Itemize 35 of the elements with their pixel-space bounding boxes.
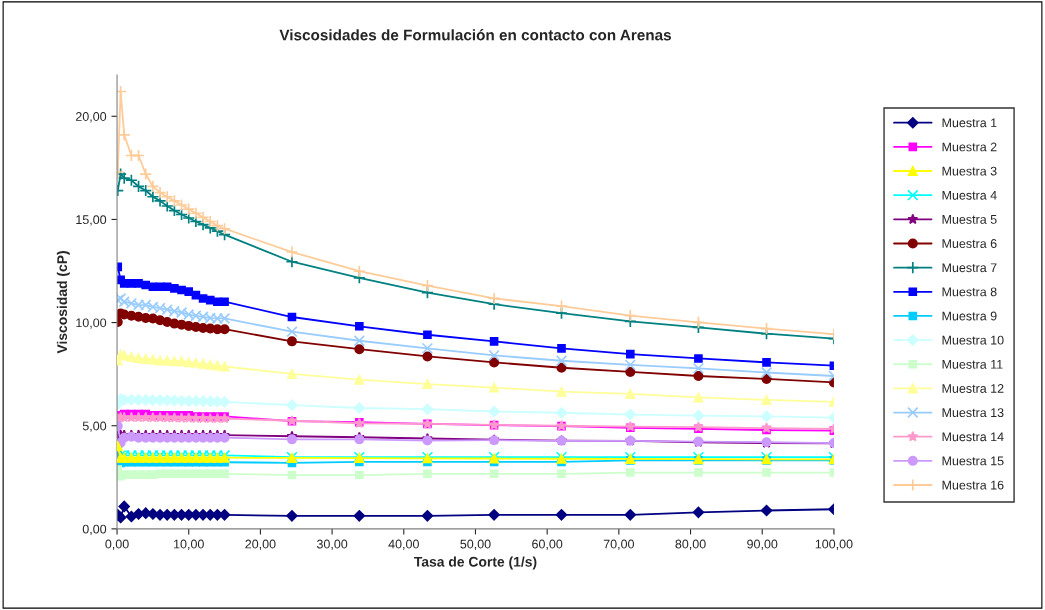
legend-label: Muestra 6	[942, 239, 997, 248]
x-tick-label: 90,00	[747, 539, 778, 550]
x-tick-label: 40,00	[388, 539, 419, 550]
legend-label: Muestra 2	[942, 142, 997, 152]
x-tick-label: 100,00	[815, 539, 853, 550]
x-tick-label: 10,00	[174, 539, 204, 550]
chart-title: Viscosidades de Formulación en contacto con Arenas	[279, 29, 671, 41]
x-tick-label: 20,00	[245, 539, 276, 550]
y-axis-title: Viscosidad (cP)	[56, 251, 70, 354]
legend-label: Muestra 9	[942, 311, 997, 321]
legend-label: Muestra 1	[942, 118, 997, 128]
y-tick-label: 15,00	[76, 215, 107, 226]
x-axis-title: Tasa de Corte (1/s)	[414, 556, 537, 570]
legend-label: Muestra 5	[942, 215, 997, 224]
legend-label: Muestra 13	[942, 408, 1004, 418]
legend-label: Muestra 15	[942, 456, 1004, 466]
x-tick-label: 60,00	[532, 539, 563, 550]
legend-label: Muestra 16	[942, 480, 1004, 490]
y-tick-label: 5,00	[82, 421, 107, 432]
y-tick-label: 0,00	[82, 524, 107, 535]
x-tick-label: 70,00	[603, 539, 634, 550]
x-tick-label: 80,00	[675, 539, 706, 550]
legend-label: Muestra 14	[942, 432, 1004, 442]
legend-label: Muestra 8	[942, 287, 997, 297]
legend-label: Muestra 4	[942, 190, 997, 200]
x-tick-label: 30,00	[316, 539, 348, 550]
x-tick-label: 50,00	[460, 539, 491, 550]
y-tick-label: 10,00	[76, 318, 107, 329]
legend-label: Muestra 3	[942, 166, 997, 176]
legend-label: Muestra 7	[942, 263, 997, 273]
legend-label: Muestra 12	[942, 384, 1004, 393]
legend-label: Muestra 11	[942, 360, 1003, 369]
y-tick-label: 20,00	[75, 112, 107, 123]
legend-label: Muestra 10	[942, 335, 1004, 345]
x-tick-label: 0,00	[105, 539, 129, 550]
